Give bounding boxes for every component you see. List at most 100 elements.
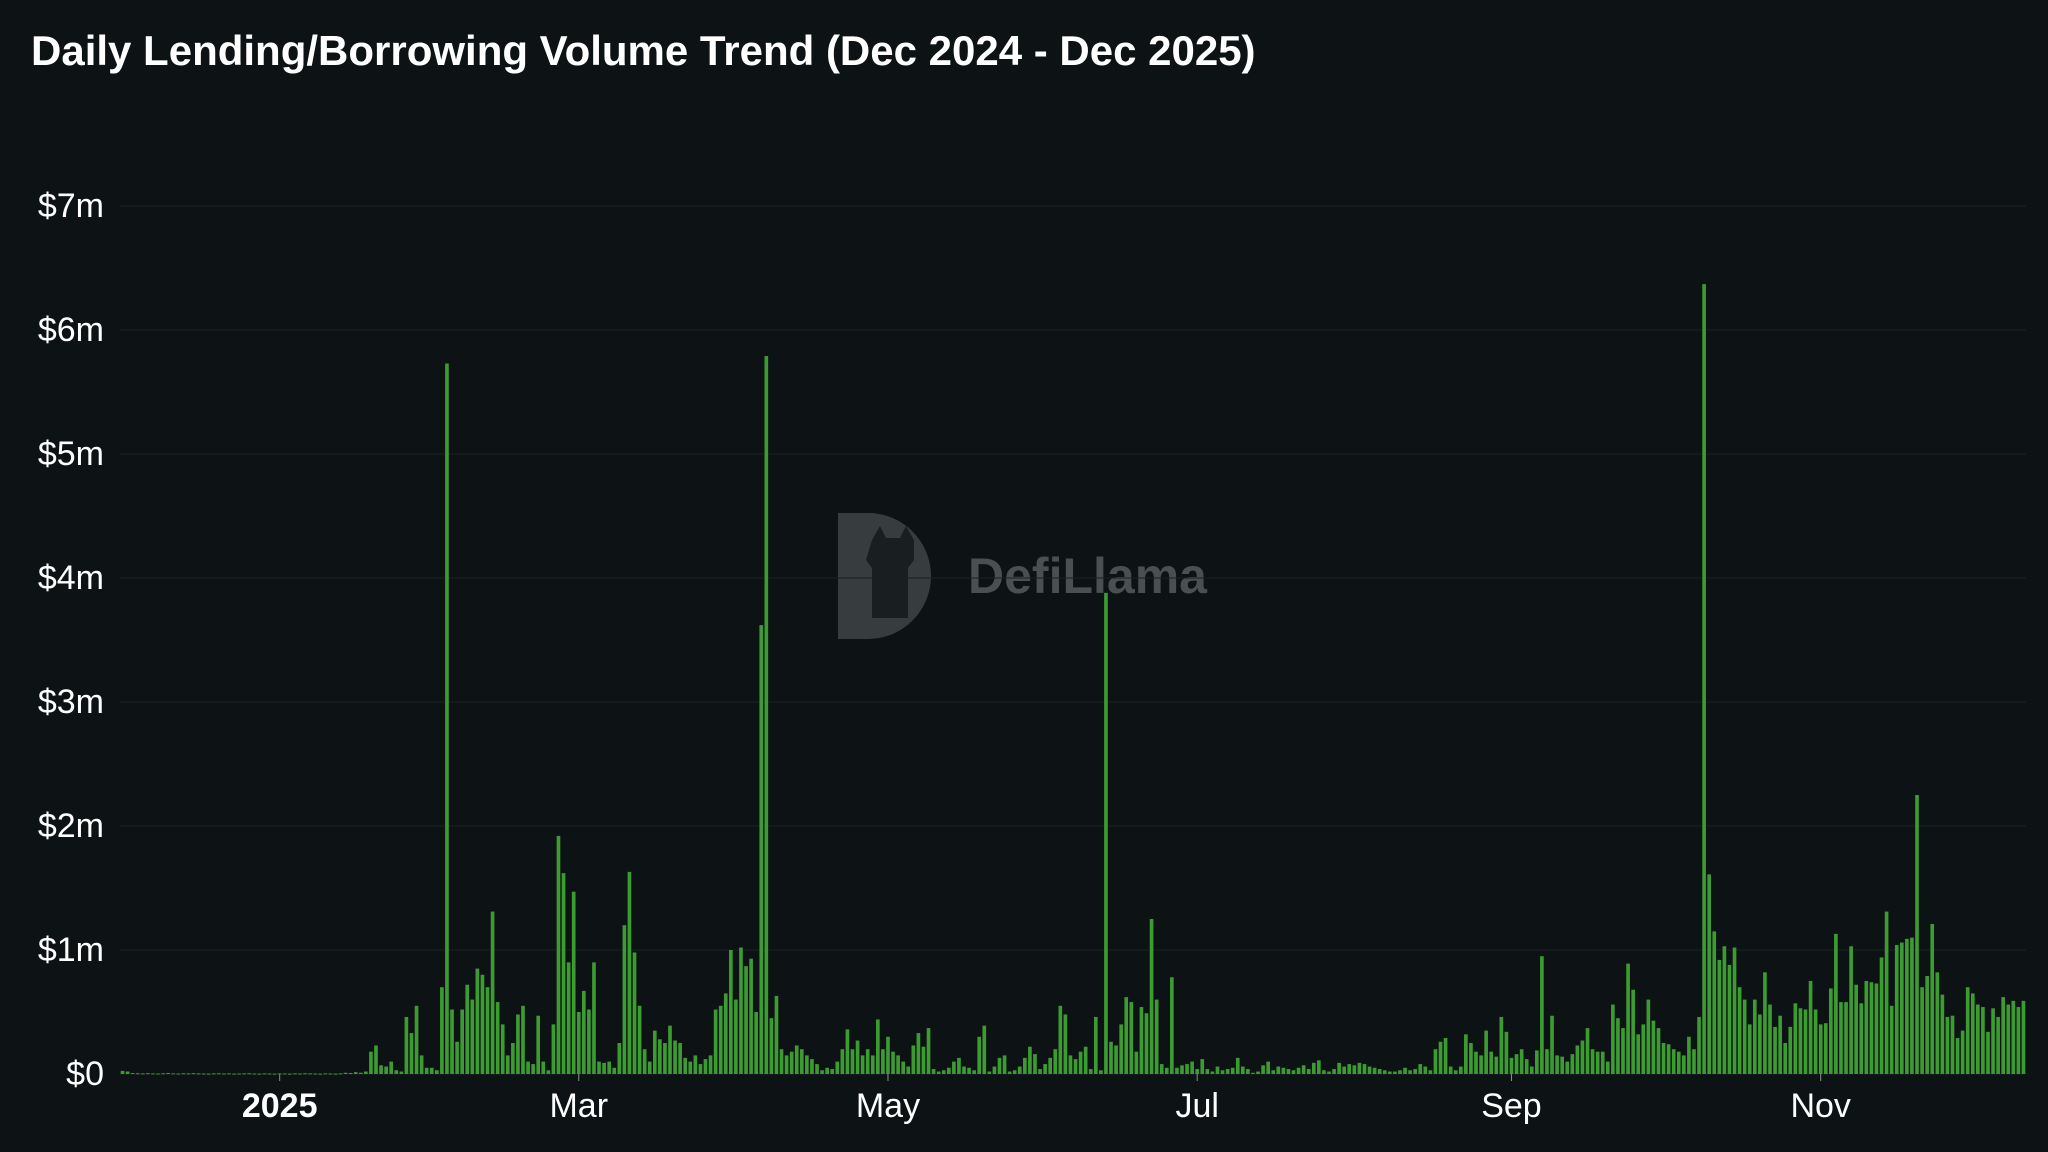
bar xyxy=(1367,1066,1372,1074)
bar xyxy=(399,1071,404,1074)
bar xyxy=(475,968,480,1074)
bar xyxy=(1033,1054,1037,1074)
bar xyxy=(957,1057,961,1074)
bar xyxy=(1058,1005,1063,1074)
bar xyxy=(774,995,779,1074)
bar xyxy=(455,1041,459,1074)
bar xyxy=(1012,1070,1017,1074)
bar xyxy=(688,1061,693,1074)
bar xyxy=(855,1040,860,1074)
bar xyxy=(394,1070,399,1074)
bar xyxy=(222,1073,226,1075)
bar xyxy=(348,1073,353,1075)
bar xyxy=(1950,1015,1955,1074)
bar xyxy=(1387,1071,1392,1074)
bar xyxy=(881,1049,885,1074)
bar xyxy=(1423,1066,1428,1074)
bar xyxy=(1443,1038,1448,1074)
bar xyxy=(744,966,748,1074)
y-tick-label: $6m xyxy=(38,311,104,349)
bar xyxy=(1605,1061,1610,1074)
bar xyxy=(1555,1055,1559,1074)
bar xyxy=(1823,1023,1828,1074)
bar xyxy=(201,1073,206,1075)
bar xyxy=(1976,1004,1980,1074)
bar xyxy=(1210,1071,1215,1074)
x-tick-label: 2025 xyxy=(242,1087,318,1125)
watermark-logo xyxy=(838,513,931,639)
bar xyxy=(480,974,485,1074)
bar xyxy=(1636,1034,1641,1074)
bar xyxy=(1377,1069,1382,1074)
bar xyxy=(1317,1060,1321,1074)
bar xyxy=(1357,1062,1362,1074)
bar xyxy=(835,1061,840,1074)
bar xyxy=(2006,1004,2011,1074)
bar xyxy=(1524,1059,1529,1074)
bar xyxy=(1616,1018,1620,1074)
bar xyxy=(901,1061,906,1074)
bar xyxy=(1088,1069,1093,1074)
bar xyxy=(293,1073,297,1075)
bar xyxy=(1276,1066,1281,1074)
bar xyxy=(1788,1026,1793,1074)
bar xyxy=(186,1073,191,1075)
bar xyxy=(495,1002,500,1074)
bar xyxy=(1631,989,1635,1074)
bar xyxy=(247,1073,252,1075)
bar xyxy=(1114,1045,1118,1074)
bar xyxy=(1190,1061,1194,1074)
bar xyxy=(673,1040,677,1074)
bar xyxy=(460,1009,464,1074)
bar xyxy=(1078,1051,1083,1074)
bar xyxy=(1803,1009,1808,1074)
bar xyxy=(952,1061,956,1074)
bar xyxy=(1251,1072,1255,1074)
bar xyxy=(1986,1031,1990,1074)
bar xyxy=(1859,1003,1864,1074)
bar xyxy=(358,1072,363,1074)
bar xyxy=(1433,1049,1438,1074)
bar xyxy=(516,1014,520,1074)
bar xyxy=(1195,1069,1200,1074)
bar xyxy=(1119,1024,1123,1074)
bar xyxy=(1073,1059,1078,1074)
bar xyxy=(328,1073,333,1075)
bar xyxy=(551,1024,556,1074)
bar xyxy=(1712,931,1717,1074)
bar xyxy=(338,1073,343,1075)
bar xyxy=(1048,1057,1053,1074)
bar xyxy=(505,1055,510,1074)
bar xyxy=(789,1051,794,1074)
bar xyxy=(602,1062,606,1074)
bar xyxy=(1580,1040,1585,1074)
bar xyxy=(1991,1008,1995,1074)
bar xyxy=(663,1043,667,1074)
bar xyxy=(1337,1062,1341,1074)
bar xyxy=(693,1055,698,1074)
bar xyxy=(1413,1069,1417,1074)
bar xyxy=(729,950,733,1074)
bar xyxy=(227,1073,231,1075)
x-tick-label: Sep xyxy=(1481,1087,1542,1125)
bar xyxy=(374,1045,378,1074)
bar xyxy=(445,363,449,1075)
bar xyxy=(592,962,596,1074)
bar xyxy=(1940,994,1945,1074)
bar xyxy=(891,1051,895,1074)
x-tick-label: Jul xyxy=(1175,1087,1218,1125)
bar xyxy=(217,1073,221,1075)
bar xyxy=(409,1033,414,1074)
bar xyxy=(1970,993,1975,1074)
bar xyxy=(1727,964,1732,1074)
bar xyxy=(587,1009,591,1074)
bar xyxy=(805,1055,809,1074)
bar xyxy=(566,962,571,1074)
bar xyxy=(1595,1051,1600,1074)
bar xyxy=(982,1025,987,1074)
bar xyxy=(1129,1002,1134,1074)
bar xyxy=(1134,1051,1139,1074)
bar xyxy=(941,1070,946,1074)
bar xyxy=(1261,1065,1265,1074)
